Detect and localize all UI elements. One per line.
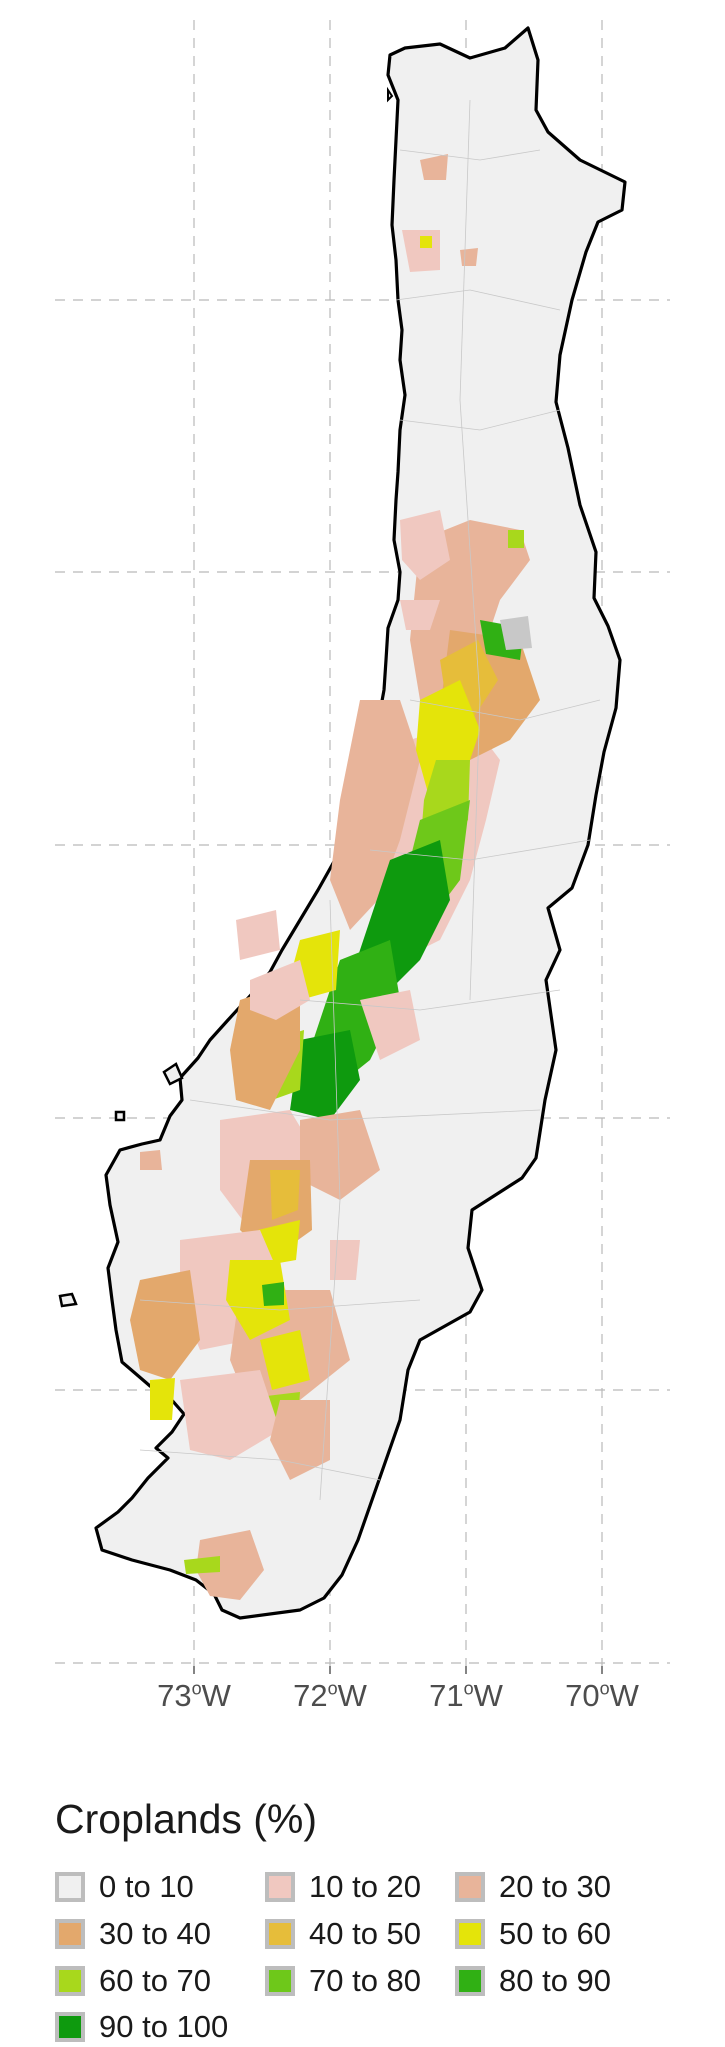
island-coast-2	[114, 1110, 126, 1122]
legend-label: 0 to 10	[99, 1869, 194, 1904]
lon-label-71w: 71oW	[429, 1678, 503, 1713]
legend-item: 10 to 20	[265, 1868, 421, 1906]
legend-swatch	[55, 2012, 85, 2042]
legend-item: 70 to 80	[265, 1962, 421, 2000]
legend-swatch	[455, 1966, 485, 1996]
administrative-borders	[139, 99, 601, 1501]
legend-label: 10 to 20	[309, 1869, 422, 1904]
lon-label-72w: 72oW	[293, 1678, 367, 1713]
legend-swatch	[55, 1966, 85, 1996]
legend-item: 0 to 10	[55, 1868, 194, 1906]
island-north	[387, 86, 394, 103]
legend-item: 50 to 60	[455, 1915, 611, 1953]
legend-title: Croplands (%)	[55, 1796, 318, 1842]
island-west	[58, 1292, 78, 1308]
legend-label: 50 to 60	[499, 1916, 612, 1951]
legend-item: 90 to 100	[55, 2008, 228, 2046]
legend-label: 60 to 70	[99, 1963, 212, 1998]
legend-item: 60 to 70	[55, 1962, 211, 2000]
legend-swatch	[265, 1919, 295, 1949]
axis-ticks	[193, 1666, 603, 1674]
legend-swatch	[265, 1872, 295, 1902]
legend-label: 40 to 50	[309, 1916, 422, 1951]
legend-swatch	[55, 1872, 85, 1902]
legend-swatch	[265, 1966, 295, 1996]
island-coast-1	[162, 1062, 184, 1086]
legend-swatch	[455, 1872, 485, 1902]
legend-swatch	[455, 1919, 485, 1949]
legend-label: 80 to 90	[499, 1963, 612, 1998]
legend-label: 20 to 30	[499, 1869, 612, 1904]
lon-label-73w: 73oW	[157, 1678, 231, 1713]
legend-swatch	[55, 1919, 85, 1949]
legend-item: 80 to 90	[455, 1962, 611, 2000]
cropland-shading	[130, 154, 540, 1600]
lon-label-70w: 70oW	[565, 1678, 639, 1713]
legend-label: 70 to 80	[309, 1963, 422, 1998]
legend-item: 30 to 40	[55, 1915, 211, 1953]
legend-label: 90 to 100	[99, 2009, 229, 2044]
legend-item: 40 to 50	[265, 1915, 421, 1953]
legend-item: 20 to 30	[455, 1868, 611, 1906]
legend-label: 30 to 40	[99, 1916, 212, 1951]
